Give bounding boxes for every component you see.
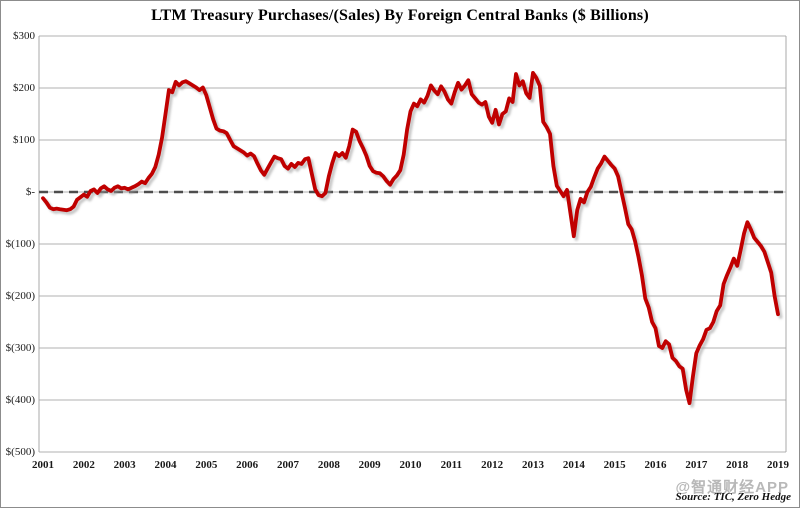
- y-axis-label: $200: [13, 82, 35, 94]
- x-axis-label: 2012: [481, 459, 504, 471]
- y-axis-label: $(200): [5, 290, 35, 302]
- y-axis-label: $-: [25, 186, 35, 198]
- x-axis-label: 2010: [399, 459, 422, 471]
- source-note: Source: TIC, Zero Hedge: [675, 491, 791, 503]
- x-axis-label: 2004: [154, 459, 177, 471]
- x-axis-label: 2008: [317, 459, 340, 471]
- y-axis-label: $(300): [5, 342, 35, 354]
- x-axis-label: 2003: [113, 459, 136, 471]
- x-axis-label: 2009: [358, 459, 381, 471]
- y-axis-label: $(500): [5, 446, 35, 458]
- x-axis-label: 2011: [440, 459, 463, 471]
- y-axis-label: $(100): [5, 238, 35, 250]
- x-axis-label: 2014: [562, 459, 585, 471]
- x-axis-label: 2006: [236, 459, 259, 471]
- y-axis-label: $(400): [5, 394, 35, 406]
- x-axis-label: 2017: [685, 459, 708, 471]
- x-axis-label: 2002: [72, 459, 95, 471]
- x-axis-label: 2007: [276, 459, 299, 471]
- x-axis-label: 2018: [726, 459, 749, 471]
- x-axis-label: 2016: [644, 459, 667, 471]
- x-axis-label: 2001: [32, 459, 54, 471]
- plot-borders: [38, 36, 787, 452]
- y-axis-label: $100: [13, 134, 35, 146]
- series-line-shadow: [43, 73, 783, 408]
- y-axis-label: $300: [13, 30, 35, 42]
- x-axis-label: 2019: [766, 459, 789, 471]
- watermark: @智通财经APP: [675, 479, 789, 496]
- chart-title: LTM Treasury Purchases/(Sales) By Foreig…: [151, 7, 649, 24]
- x-axis-label: 2015: [603, 459, 626, 471]
- series-line: [41, 71, 780, 406]
- x-axis-label: 2005: [195, 459, 218, 471]
- x-axis-label: 2013: [521, 459, 544, 471]
- gridlines: [39, 35, 786, 453]
